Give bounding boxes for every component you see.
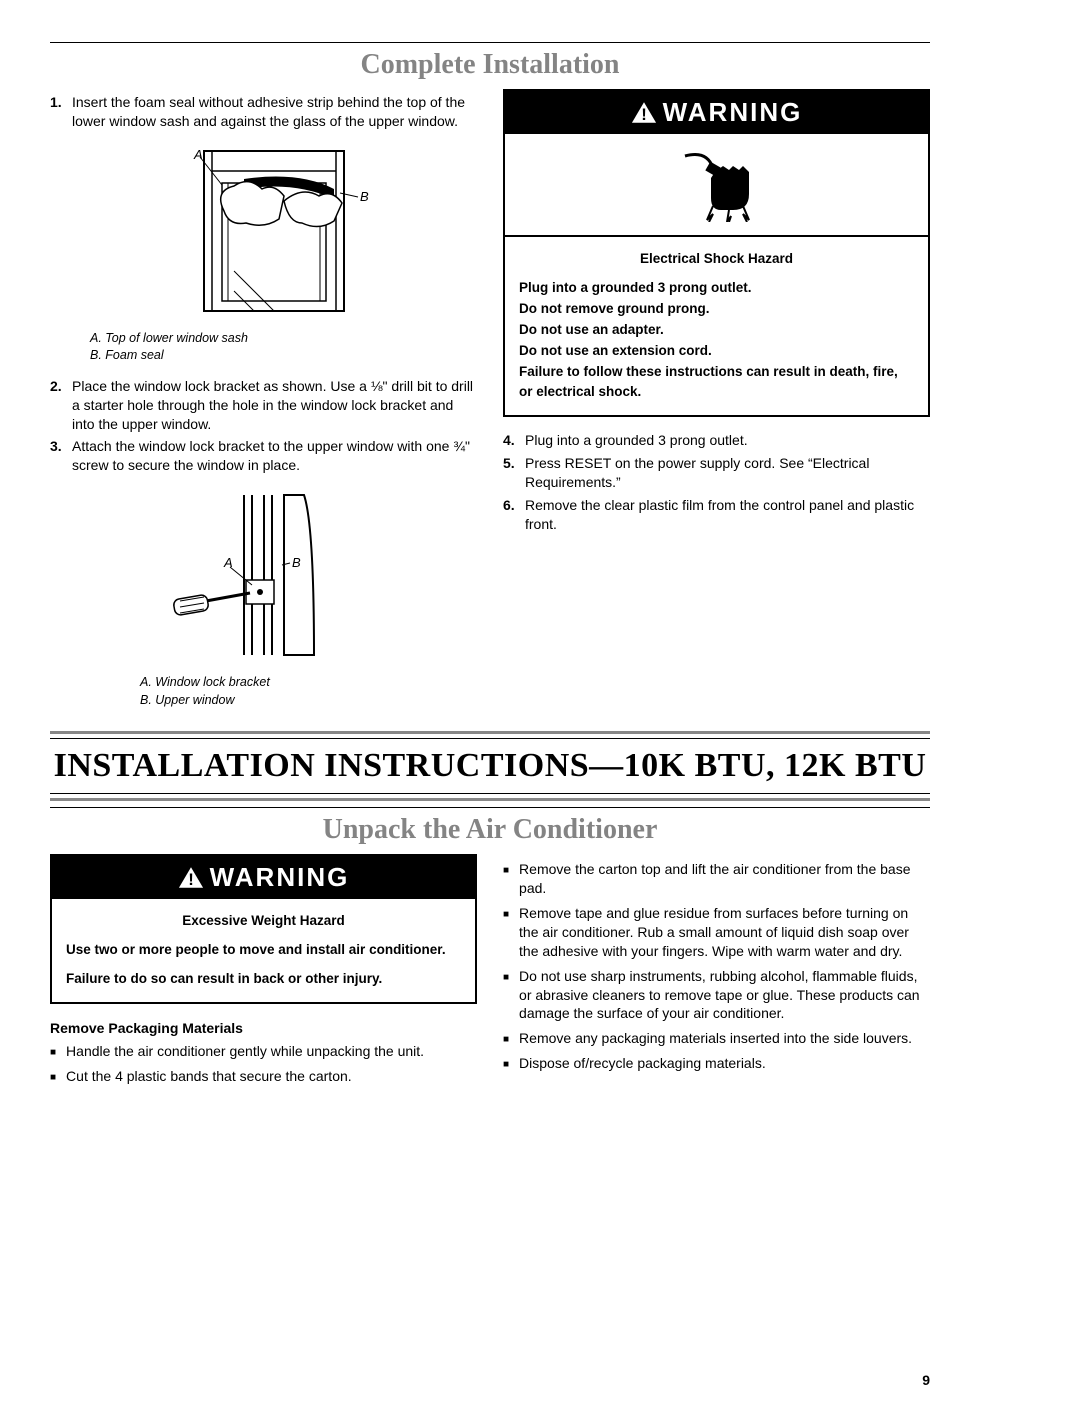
step-text: Place the window lock bracket as shown. … bbox=[72, 377, 477, 434]
main-heading: INSTALLATION INSTRUCTIONS—10K BTU, 12K B… bbox=[50, 747, 930, 785]
figure-label-b: B bbox=[360, 189, 369, 204]
step-number: 5. bbox=[503, 454, 525, 492]
warning-header: ! WARNING bbox=[52, 856, 475, 899]
warning-triangle-icon: ! bbox=[178, 866, 204, 889]
rule-thick-1 bbox=[50, 731, 930, 734]
step-text: Plug into a grounded 3 prong outlet. bbox=[525, 431, 748, 450]
warning-box-weight: ! WARNING Excessive Weight Hazard Use tw… bbox=[50, 854, 477, 1004]
rule-thin-2 bbox=[50, 793, 930, 794]
bullet-item: Do not use sharp instruments, rubbing al… bbox=[503, 967, 930, 1024]
caption-line-b: B. Foam seal bbox=[90, 347, 477, 365]
hazard-title: Electrical Shock Hazard bbox=[519, 249, 914, 270]
warning-box-electrical: ! WARNING Electrical Shock Haz bbox=[503, 89, 930, 417]
rule-thin-1 bbox=[50, 738, 930, 739]
steps-list-right: 4. Plug into a grounded 3 prong outlet. … bbox=[503, 431, 930, 533]
figure-foam-seal: A B bbox=[50, 141, 477, 324]
warning-line: Plug into a grounded 3 prong outlet. bbox=[519, 278, 914, 299]
step-number: 1. bbox=[50, 93, 72, 131]
bullet-item: Dispose of/recycle packaging materials. bbox=[503, 1054, 930, 1073]
rule-thin-3 bbox=[50, 807, 930, 808]
warning-body-text: Excessive Weight Hazard Use two or more … bbox=[52, 899, 475, 1002]
warning-line: Do not remove ground prong. bbox=[519, 299, 914, 320]
column-right-2: Remove the carton top and lift the air c… bbox=[503, 854, 930, 1092]
warning-line: Do not use an extension cord. bbox=[519, 341, 914, 362]
step-5: 5. Press RESET on the power supply cord.… bbox=[503, 454, 930, 492]
caption-line-a: A. Window lock bracket bbox=[140, 674, 477, 692]
rule-top bbox=[50, 42, 930, 43]
bullet-text: Dispose of/recycle packaging materials. bbox=[519, 1054, 766, 1073]
warning-line: Failure to do so can result in back or o… bbox=[66, 969, 461, 990]
warning-line: Do not use an adapter. bbox=[519, 320, 914, 341]
step-text: Attach the window lock bracket to the up… bbox=[72, 437, 477, 475]
figure-caption-1: A. Top of lower window sash B. Foam seal bbox=[90, 330, 477, 365]
bullet-item: Cut the 4 plastic bands that secure the … bbox=[50, 1067, 477, 1086]
step-number: 4. bbox=[503, 431, 525, 450]
bullet-text: Remove the carton top and lift the air c… bbox=[519, 860, 930, 898]
svg-text:B: B bbox=[292, 555, 301, 570]
warning-body-text: Electrical Shock Hazard Plug into a grou… bbox=[505, 237, 928, 415]
step-4: 4. Plug into a grounded 3 prong outlet. bbox=[503, 431, 930, 450]
section-heading-complete: Complete Installation bbox=[50, 49, 930, 81]
step-text: Press RESET on the power supply cord. Se… bbox=[525, 454, 930, 492]
step-text: Remove the clear plastic film from the c… bbox=[525, 496, 930, 534]
page-number: 9 bbox=[50, 1372, 930, 1388]
bullet-text: Do not use sharp instruments, rubbing al… bbox=[519, 967, 930, 1024]
electrical-shock-icon bbox=[677, 148, 757, 222]
step-number: 6. bbox=[503, 496, 525, 534]
warning-word: WARNING bbox=[663, 97, 803, 128]
step-6: 6. Remove the clear plastic film from th… bbox=[503, 496, 930, 534]
hazard-title: Excessive Weight Hazard bbox=[66, 911, 461, 932]
column-right-1: ! WARNING Electrical Shock Haz bbox=[503, 89, 930, 721]
two-column-layout-2: ! WARNING Excessive Weight Hazard Use tw… bbox=[50, 854, 930, 1092]
step-2: 2. Place the window lock bracket as show… bbox=[50, 377, 477, 434]
column-left-1: 1. Insert the foam seal without adhesive… bbox=[50, 89, 477, 721]
figure-label-a: A bbox=[193, 147, 203, 162]
bullet-list-left: Handle the air conditioner gently while … bbox=[50, 1042, 477, 1086]
warning-icon-area bbox=[505, 134, 928, 237]
figure-lock-bracket: A B bbox=[50, 485, 477, 668]
bullet-item: Remove the carton top and lift the air c… bbox=[503, 860, 930, 898]
steps-list-2: 2. Place the window lock bracket as show… bbox=[50, 377, 477, 475]
svg-text:!: ! bbox=[188, 870, 194, 889]
svg-text:!: ! bbox=[641, 105, 647, 124]
step-1: 1. Insert the foam seal without adhesive… bbox=[50, 93, 477, 131]
warning-word: WARNING bbox=[210, 862, 350, 893]
bullet-text: Remove any packaging materials inserted … bbox=[519, 1029, 912, 1048]
two-column-layout-1: 1. Insert the foam seal without adhesive… bbox=[50, 89, 930, 721]
section-heading-unpack: Unpack the Air Conditioner bbox=[50, 814, 930, 846]
bullet-text: Remove tape and glue residue from surfac… bbox=[519, 904, 930, 961]
bullet-list-right: Remove the carton top and lift the air c… bbox=[503, 860, 930, 1073]
bullet-text: Handle the air conditioner gently while … bbox=[66, 1042, 424, 1061]
step-number: 2. bbox=[50, 377, 72, 434]
figure-caption-2: A. Window lock bracket B. Upper window bbox=[140, 674, 477, 709]
steps-list-1: 1. Insert the foam seal without adhesive… bbox=[50, 93, 477, 131]
warning-line: Use two or more people to move and insta… bbox=[66, 940, 461, 961]
bullet-item: Handle the air conditioner gently while … bbox=[50, 1042, 477, 1061]
caption-line-a: A. Top of lower window sash bbox=[90, 330, 477, 348]
rule-thick-2 bbox=[50, 798, 930, 801]
step-text: Insert the foam seal without adhesive st… bbox=[72, 93, 477, 131]
step-number: 3. bbox=[50, 437, 72, 475]
bullet-text: Cut the 4 plastic bands that secure the … bbox=[66, 1067, 352, 1086]
caption-line-b: B. Upper window bbox=[140, 692, 477, 710]
warning-line: Failure to follow these instructions can… bbox=[519, 362, 914, 404]
bullet-item: Remove tape and glue residue from surfac… bbox=[503, 904, 930, 961]
warning-triangle-icon: ! bbox=[631, 101, 657, 124]
bullet-item: Remove any packaging materials inserted … bbox=[503, 1029, 930, 1048]
warning-header: ! WARNING bbox=[505, 91, 928, 134]
column-left-2: ! WARNING Excessive Weight Hazard Use tw… bbox=[50, 854, 477, 1092]
subheading-remove-packaging: Remove Packaging Materials bbox=[50, 1020, 477, 1036]
step-3: 3. Attach the window lock bracket to the… bbox=[50, 437, 477, 475]
